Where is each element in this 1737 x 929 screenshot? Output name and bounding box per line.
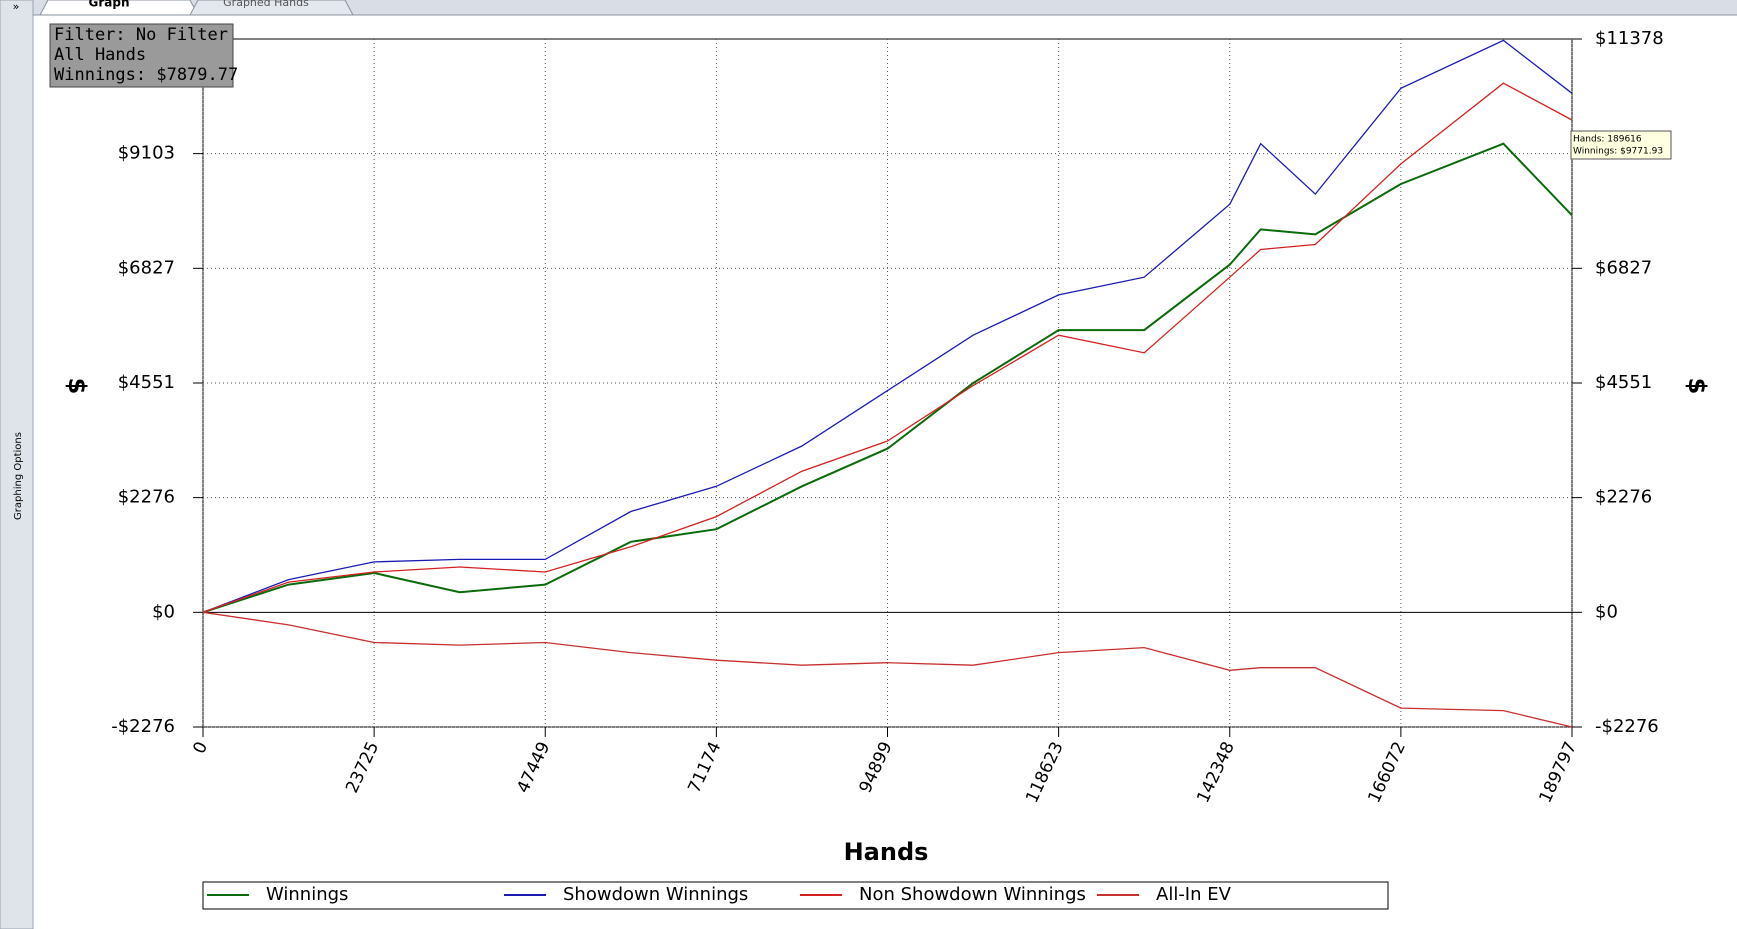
tooltip <box>1570 130 1672 160</box>
info-box <box>49 23 234 88</box>
y-axis-label: $ <box>63 378 91 395</box>
y-tick-label: -$2276 <box>111 716 175 737</box>
y-tick-label: $4551 <box>118 372 175 393</box>
sidebar-button[interactable]: » <box>13 0 20 13</box>
tab-label[interactable]: Graphed Hands <box>223 0 309 9</box>
series-line <box>202 611 1573 728</box>
y-tick-label: $2276 <box>118 487 175 508</box>
y2-tick-label: $6827 <box>1595 257 1652 278</box>
legend-label: Winnings <box>266 884 348 905</box>
y2-tick-label: $4551 <box>1595 372 1652 393</box>
info-text: All Hands <box>54 45 146 65</box>
tab-label[interactable]: Graph <box>89 0 130 10</box>
sidebar-label[interactable]: Graphing Options <box>13 432 24 520</box>
legend <box>202 881 1389 910</box>
series-line <box>202 142 1573 614</box>
y-tick-label: $0 <box>152 601 175 622</box>
y2-tick-label: $2276 <box>1595 487 1652 508</box>
sidebar <box>0 0 34 929</box>
legend-label: Showdown Winnings <box>563 884 748 905</box>
y2-tick-label: $11378 <box>1595 28 1664 49</box>
y-tick-label: $9103 <box>118 143 175 164</box>
x-axis-label: Hands <box>844 838 929 866</box>
y2-tick-label: $0 <box>1595 601 1618 622</box>
y2-axis-label: $ <box>1683 378 1711 395</box>
info-text: Filter: No Filter <box>54 25 228 45</box>
legend-label: All-In EV <box>1156 884 1232 905</box>
y-tick-label: $6827 <box>118 257 175 278</box>
tooltip-text: Hands: 189616 <box>1573 135 1642 145</box>
tooltip-text: Winnings: $9771.93 <box>1573 147 1663 157</box>
y2-tick-label: -$2276 <box>1595 716 1659 737</box>
series-line <box>202 82 1573 613</box>
series-line <box>202 39 1573 613</box>
legend-label: Non Showdown Winnings <box>859 884 1086 905</box>
info-text: Winnings: $7879.77 <box>54 65 238 85</box>
tab-bar <box>0 0 1737 15</box>
